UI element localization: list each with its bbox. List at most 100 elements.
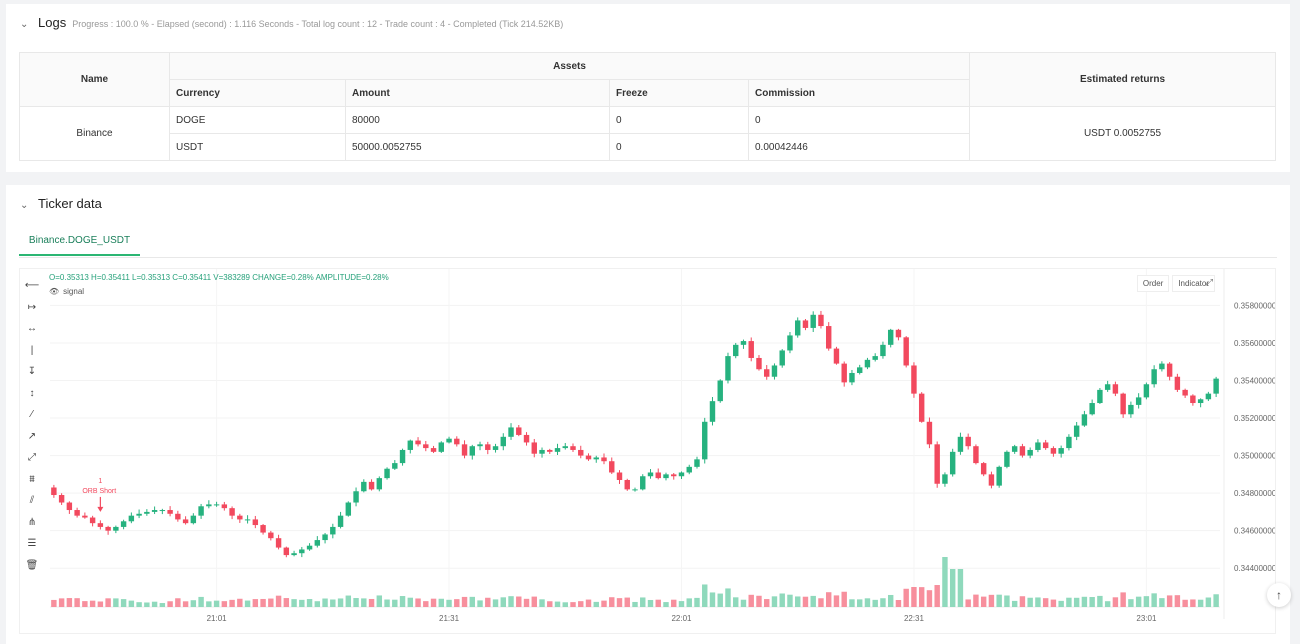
volume-bar <box>818 598 824 607</box>
candle-body <box>89 517 96 524</box>
table-row: Binance DOGE 80000 0 0 USDT 0.0052755 <box>19 106 1276 161</box>
candle-body <box>818 314 824 327</box>
candle-body <box>980 463 987 475</box>
volume-bar <box>872 599 878 607</box>
vertical-ray-icon[interactable]: ↧ <box>27 366 37 378</box>
volume-bar <box>237 598 243 607</box>
ohlc-readout: O=0.35313 H=0.35411 L=0.35313 C=0.35411 … <box>49 273 389 282</box>
volume-bar <box>1159 598 1165 607</box>
x-tick-label: 22:31 <box>904 614 925 623</box>
volume-bar <box>756 595 762 607</box>
volume-bar <box>601 600 607 607</box>
horizontal-segment-icon[interactable]: ↔ <box>27 323 37 335</box>
chart-container[interactable]: ⟵ ↦ ↔ | ↧ ↕ ⁄ ↗ ⤢ ⩩ ⫽ ⋔ ☰ 🗑 0.35800000 0.… <box>19 268 1276 634</box>
horizontal-line-icon[interactable]: ⟵ <box>24 280 40 292</box>
chevron-down-icon[interactable]: ⌄ <box>20 19 29 30</box>
logs-header[interactable]: ⌄ Logs Progress : 100.0 % - Elapsed (sec… <box>20 15 563 30</box>
vertical-segment-icon[interactable]: ↕ <box>29 387 35 399</box>
volume-bar <box>624 597 630 607</box>
candle-body <box>973 446 979 464</box>
volume-bar <box>268 598 274 607</box>
candle-body <box>539 449 545 454</box>
vertical-line-icon[interactable]: | <box>30 344 34 356</box>
candle-body <box>430 448 437 452</box>
candle-body <box>570 446 576 450</box>
candle-body <box>1073 425 1080 437</box>
volume-bar <box>996 594 1002 607</box>
fib-icon[interactable]: ☰ <box>27 538 37 550</box>
volume-bar <box>740 599 747 607</box>
candle-body <box>66 502 73 511</box>
volume-bar <box>934 585 940 607</box>
volume-bar <box>1011 600 1018 607</box>
candle-body <box>167 510 173 514</box>
candle-body <box>283 547 290 556</box>
y-tick-label: 0.35600000 <box>1234 339 1275 348</box>
candle-body <box>918 393 925 422</box>
volume-bar <box>655 599 661 607</box>
volume-bar <box>477 600 483 607</box>
candle-body <box>748 341 754 358</box>
fullscreen-icon[interactable]: ⤢ <box>1205 277 1213 287</box>
candle-body <box>694 459 700 467</box>
candle-body <box>128 515 135 522</box>
volume-bar <box>182 601 189 607</box>
ray-line-icon[interactable]: ↗ <box>27 430 37 442</box>
candle-body <box>1182 389 1188 396</box>
logs-subtitle: Progress : 100.0 % - Elapsed (second) : … <box>72 19 564 29</box>
freeze-cell: 0 <box>609 133 749 161</box>
extended-line-icon[interactable]: ⤢ <box>28 452 36 464</box>
indicator-button[interactable]: Indicator <box>1172 275 1215 292</box>
pitchfork-icon[interactable]: ⋔ <box>27 516 37 528</box>
x-tick-label: 22:01 <box>671 614 692 623</box>
candle-body <box>268 532 274 539</box>
trend-line-icon[interactable]: ⁄ <box>31 409 33 421</box>
volume-bar <box>430 598 437 607</box>
trash-icon[interactable]: 🗑 <box>25 559 39 571</box>
candle-body <box>965 436 971 447</box>
volume-bar <box>1128 599 1134 607</box>
volume-bar <box>1112 597 1119 607</box>
volume-bar <box>1104 601 1111 607</box>
scroll-to-top-button[interactable]: ↑ <box>1267 583 1291 607</box>
candle-body <box>996 466 1002 486</box>
ticker-header[interactable]: ⌄ Ticker data <box>20 196 102 211</box>
volume-bar <box>1050 599 1057 607</box>
signal-label: signal <box>63 287 85 296</box>
y-tick-label: 0.35400000 <box>1234 376 1275 385</box>
volume-bar <box>678 601 685 607</box>
candle-body <box>1143 384 1150 398</box>
horizontal-ray-icon[interactable]: ↦ <box>27 301 37 313</box>
x-tick-label: 23:01 <box>1136 614 1157 623</box>
volume-bar <box>330 599 336 607</box>
volume-bar <box>539 599 545 607</box>
volume-bar <box>609 597 615 607</box>
volume-bar <box>213 600 220 607</box>
chevron-down-icon[interactable]: ⌄ <box>20 200 29 211</box>
parallel-channel-icon[interactable]: ⫽ <box>29 495 35 507</box>
candle-body <box>1058 448 1064 454</box>
tab-doge-usdt[interactable]: Binance.DOGE_USDT <box>19 226 140 256</box>
candle-body <box>461 444 468 456</box>
volume-bar <box>795 596 801 607</box>
volume-bar <box>694 597 700 607</box>
signal-legend[interactable]: 👁 signal <box>49 287 84 296</box>
candle-body <box>1190 395 1196 404</box>
volume-bar <box>973 594 979 607</box>
candle-body <box>624 479 630 490</box>
candle-body <box>314 540 321 546</box>
logs-title: Logs <box>38 15 67 30</box>
candlestick-chart[interactable]: 0.35800000 0.35600000 0.35400000 0.35200000… <box>42 269 1275 633</box>
volume-bar <box>531 596 537 607</box>
eye-icon[interactable]: 👁 <box>49 287 60 296</box>
order-button[interactable]: Order <box>1136 275 1170 292</box>
commission-cell: 0 <box>748 106 970 134</box>
volume-bar <box>1205 597 1212 607</box>
candle-body <box>1066 436 1072 449</box>
volume-bar <box>392 599 398 607</box>
candle-body <box>1104 384 1111 390</box>
candle-body <box>547 449 553 452</box>
price-range-icon[interactable]: ⩩ <box>29 473 35 485</box>
volume-bar <box>306 599 313 607</box>
candle-body <box>492 446 499 450</box>
